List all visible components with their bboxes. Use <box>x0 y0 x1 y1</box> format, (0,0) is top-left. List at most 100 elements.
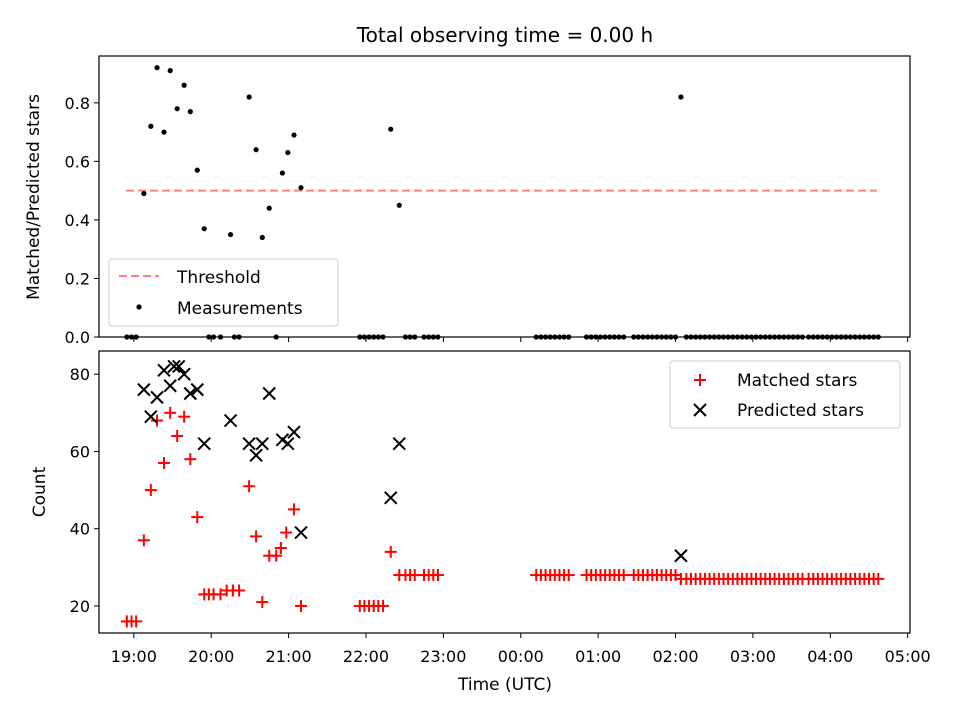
measurement-point <box>194 167 200 173</box>
ratio-y-tick-label: 0.2 <box>65 269 90 288</box>
predicted-legend-label: Predicted stars <box>737 401 864 421</box>
matched-star-point <box>184 453 197 466</box>
ratio-y-tick-label: 0.0 <box>65 328 90 347</box>
predicted-star-point <box>294 525 308 540</box>
matched-legend-label: Matched stars <box>737 371 857 391</box>
threshold-legend-label: Threshold <box>176 268 261 288</box>
predicted-star-point <box>262 386 276 401</box>
matched-star-point <box>214 588 227 601</box>
matched-star-point <box>164 406 177 419</box>
measurement-point <box>161 129 167 135</box>
count-panel: 20 40 60 80 19:00 20:00 21:00 22:00 23:00 00:00 0… <box>30 350 931 695</box>
measurement-point <box>291 132 297 138</box>
matched-star-point <box>280 526 293 539</box>
matched-star-point <box>872 572 885 585</box>
matched-star-point <box>270 549 283 562</box>
ratio-y-axis-label: Matched/Predicted stars <box>24 94 44 300</box>
predicted-star-point <box>287 425 301 439</box>
matched-star-point <box>617 569 630 582</box>
x-tick-label: 00:00 <box>498 647 544 666</box>
matched-star-point <box>562 569 575 582</box>
predicted-star-point <box>249 448 263 463</box>
matched-star-point <box>130 615 143 628</box>
count-y-tick-label: 20 <box>70 597 90 616</box>
x-tick-label: 22:00 <box>343 647 389 666</box>
count-legend-box <box>669 360 901 429</box>
measurement-point <box>246 94 252 100</box>
matched-star-point <box>431 569 444 582</box>
matched-star-point <box>171 429 184 442</box>
measurements-legend-label: Measurements <box>177 299 303 319</box>
measurement-point <box>253 147 259 153</box>
predicted-star-point <box>281 437 295 451</box>
predicted-star-point <box>144 409 158 424</box>
matched-star-point <box>158 457 171 470</box>
measurement-point <box>388 126 394 132</box>
predicted-star-point <box>157 363 171 378</box>
matched-star-point <box>243 480 256 493</box>
count-y-axis-label: Count <box>30 466 50 517</box>
matched-star-point <box>288 503 301 516</box>
ratio-y-axis: 0.0 0.2 0.4 0.6 0.8 <box>65 94 99 347</box>
predicted-star-point <box>674 549 688 563</box>
x-tick-label: 01:00 <box>575 647 621 666</box>
measurement-point <box>279 170 286 176</box>
ratio-y-tick-label: 0.4 <box>65 211 90 230</box>
count-y-tick-label: 60 <box>70 442 90 461</box>
predicted-star-point <box>255 437 269 451</box>
matched-star-point <box>151 414 164 427</box>
ratio-legend-box <box>108 258 339 327</box>
predicted-star-point <box>242 437 256 451</box>
matched-star-point <box>250 530 263 543</box>
measurement-point <box>154 65 160 71</box>
count-y-axis: 20 40 60 80 <box>70 365 99 616</box>
chart-title: Total observing time = 0.00 h <box>356 23 653 47</box>
ratio-panel: 0.00.20.40.60.8 Matched/Predicted stars … <box>24 55 911 347</box>
ratio-x-ticks <box>133 337 909 342</box>
x-tick-label: 02:00 <box>652 647 698 666</box>
count-y-tick-label: 40 <box>70 520 90 539</box>
matched-star-point <box>178 410 191 423</box>
measurement-point <box>285 149 291 156</box>
count-marks <box>120 359 885 628</box>
predicted-star-point <box>163 379 177 393</box>
predicted-star-point <box>392 437 406 451</box>
count-axes-frame <box>98 350 911 634</box>
measurements-legend-swatch <box>136 304 142 310</box>
measurement-point <box>266 205 272 211</box>
x-tick-label: 21:00 <box>266 647 312 666</box>
measurement-point <box>181 82 187 88</box>
measurement-point <box>227 231 234 238</box>
measurement-point <box>298 185 304 191</box>
x-tick-label: 04:00 <box>807 647 853 666</box>
x-tick-label: 20:00 <box>188 647 234 666</box>
matched-star-point <box>377 599 390 612</box>
measurement-point <box>141 190 147 197</box>
predicted-star-point <box>384 491 398 505</box>
measurement-point <box>259 234 265 241</box>
measurement-point <box>167 68 173 74</box>
x-tick-label: 05:00 <box>885 647 931 666</box>
count-legend: Matched stars Predicted stars <box>669 360 901 429</box>
predicted-star-point <box>183 386 198 401</box>
predicted-star-point <box>190 382 204 397</box>
predicted-legend-swatch <box>693 403 707 417</box>
predicted-star-point <box>150 390 164 405</box>
predicted-star-point <box>171 359 186 374</box>
x-tick-label: 03:00 <box>730 647 776 666</box>
measurement-point <box>148 123 154 129</box>
measurement-point <box>201 226 207 232</box>
count-y-tick-label: 80 <box>70 365 90 384</box>
measurement-point <box>174 106 180 112</box>
measurement-point <box>678 94 684 100</box>
matched-star-point <box>294 599 307 612</box>
matched-star-point <box>274 542 287 555</box>
predicted-star-point <box>167 359 181 374</box>
ratio-y-tick-label: 0.8 <box>65 94 90 113</box>
x-tick-label: 23:00 <box>420 647 466 666</box>
matched-star-point <box>233 584 246 597</box>
measurement-point <box>396 202 402 208</box>
matched-legend-swatch <box>694 374 706 386</box>
predicted-star-point <box>223 413 238 428</box>
